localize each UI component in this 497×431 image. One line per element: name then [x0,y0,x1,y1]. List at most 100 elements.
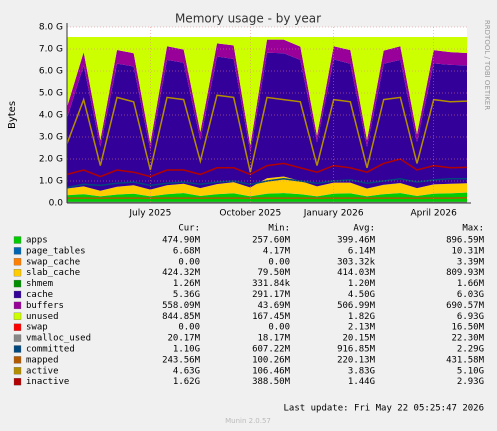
legend: Cur: Min: Avg: Max: apps 474.90M 257.60M 399.46… [13,224,485,387]
stat-value: 291.17M [252,290,291,300]
area-cache [67,52,467,191]
x-tick-label: July 2025 [128,209,171,219]
legend-swatch [13,345,22,353]
stat-value: 916.85M [337,345,376,355]
y-tick-label: 8.0 G [39,23,63,33]
line-active [66,94,468,173]
stat-value: 1.26M [173,279,201,289]
area-unused [67,36,467,146]
legend-name: mapped [26,355,59,365]
legend-name: cache [26,290,53,300]
stat-value: 16.50M [451,323,484,333]
stat-value: 100.26M [252,355,291,365]
stat-value: 474.90M [162,236,201,246]
stat-value: 18.17M [257,334,290,344]
legend-swatch [13,236,22,244]
stat-value: 414.03M [337,268,376,278]
stat-value: 844.85M [162,312,201,322]
legend-swatch [13,378,22,386]
x-tick-label: April 2026 [410,209,457,219]
stat-value: 4.50G [348,290,375,300]
legend-name: buffers [26,301,64,311]
stat-value: 431.58M [446,355,485,365]
legend-swatch [13,290,22,299]
chart-title: Memory usage - by year [175,12,321,26]
stat-value: 1.82G [348,312,375,322]
stat-value: 388.50M [252,377,291,387]
stat-value: 3.39M [457,257,485,267]
legend-swatch [13,301,22,310]
legend-name: page_tables [26,246,86,256]
legend-swatch [13,356,22,364]
legend-name: shmem [26,279,53,289]
stat-value: 6.93G [457,312,484,322]
stat-value: 43.69M [257,301,290,311]
legend-swatch [13,312,22,320]
y-tick-label: 2.0 G [39,155,63,165]
stat-value: 1.62G [173,377,200,387]
legend-name: committed [26,345,75,355]
y-tick-label: 0.0 [49,199,64,209]
x-tick-label: January 2026 [303,209,364,219]
legend-name: vmalloc_used [26,334,91,344]
stat-header: Max: [462,224,484,234]
area-slab-cache [67,176,467,197]
side-label: RRDTOOL / TOBI OETIKER [483,20,491,110]
stat-value: 5.36G [173,290,200,300]
stat-value: 6.68M [173,246,201,256]
stat-value: 5.10G [457,366,484,376]
stat-value: 106.46M [252,366,291,376]
stat-value: 0.00 [178,323,200,333]
y-axis-label: Bytes [7,101,18,129]
stat-value: 6.14M [348,246,376,256]
stat-value: 3.83G [348,366,375,376]
stat-value: 558.09M [162,301,201,311]
stat-value: 331.84k [252,279,291,289]
stat-value: 4.17M [263,246,291,256]
stat-header: Avg: [353,224,375,234]
stat-header: Min: [268,224,290,234]
legend-swatch [13,279,22,288]
stat-value: 220.13M [337,355,376,365]
legend-name: apps [26,236,48,246]
stat-value: 896.59M [446,236,485,246]
legend-name: slab_cache [26,268,80,278]
stat-value: 0.00 [268,323,290,333]
stat-value: 690.57M [446,301,485,311]
stat-value: 1.66M [457,279,485,289]
stat-value: 20.15M [342,334,375,344]
stat-value: 303.32k [337,257,376,267]
legend-swatch [13,367,22,375]
stat-value: 1.44G [348,377,375,387]
stat-value: 0.00 [178,257,200,267]
legend-name: swap_cache [26,257,80,267]
y-tick-label: 4.0 G [39,111,63,121]
legend-swatch [13,269,22,277]
stat-value: 243.56M [162,355,201,365]
legend-name: unused [26,312,59,322]
x-tick-label: October 2025 [219,209,281,219]
legend-name: active [26,366,59,376]
legend-name: swap [26,323,48,333]
stat-value: 167.45M [252,312,291,322]
stat-value: 6.03G [457,290,484,300]
stat-header: Cur: [178,224,200,234]
stat-value: 1.20M [348,279,376,289]
stat-value: 506.99M [337,301,376,311]
line-committed [66,178,467,189]
stat-value: 2.13M [348,323,376,333]
stat-value: 1.10G [173,345,200,355]
stat-value: 20.17M [167,334,200,344]
legend-swatch [13,258,22,266]
legend-swatch [13,323,22,331]
last-update: Last update: Fri May 22 05:25:47 2026 [284,404,484,414]
stat-value: 424.32M [162,268,201,278]
y-tick-label: 5.0 G [39,89,63,99]
legend-swatch [13,247,22,255]
stat-value: 0.00 [268,257,290,267]
stat-value: 22.30M [451,334,484,344]
stat-value: 4.63G [173,366,200,376]
legend-swatch [13,334,22,342]
y-tick-label: 3.0 G [39,133,63,143]
